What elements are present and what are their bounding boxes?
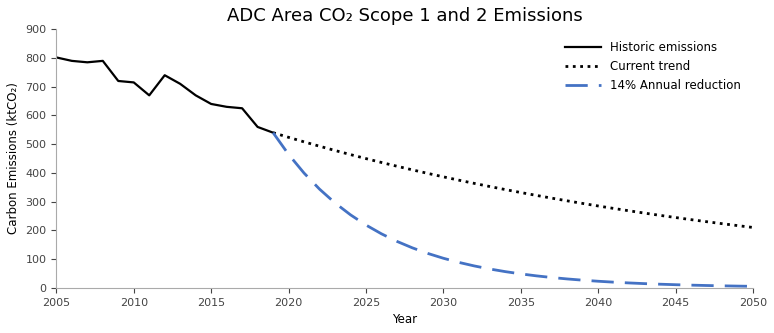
Current trend [702,220,711,224]
Historic emissions [160,73,170,77]
Historic emissions [269,131,278,135]
Historic emissions [207,102,216,106]
Current trend [501,187,510,191]
Historic emissions [52,55,61,59]
14% Annual reduction [717,284,727,288]
Historic emissions [114,79,123,83]
Current trend [269,131,278,135]
Current trend [532,193,541,197]
Current trend [470,181,479,185]
Current trend [656,213,665,217]
Current trend [423,171,433,175]
Current trend [609,206,618,210]
14% Annual reduction [625,281,634,285]
Current trend [563,199,572,203]
14% Annual reduction [346,213,355,217]
14% Annual reduction [269,131,278,135]
Current trend [439,175,448,179]
Current trend [671,215,680,219]
14% Annual reduction [300,171,309,175]
Line: Historic emissions: Historic emissions [57,57,273,133]
14% Annual reduction [377,232,386,236]
14% Annual reduction [330,201,340,205]
Current trend [346,153,355,157]
Current trend [300,140,309,144]
14% Annual reduction [547,275,557,279]
14% Annual reduction [408,246,417,250]
Current trend [687,218,696,222]
Historic emissions [222,105,231,109]
14% Annual reduction [609,280,618,284]
14% Annual reduction [470,264,479,268]
Current trend [454,178,464,182]
14% Annual reduction [656,282,665,286]
Legend: Historic emissions, Current trend, 14% Annual reduction: Historic emissions, Current trend, 14% A… [560,35,747,98]
Current trend [485,184,495,188]
14% Annual reduction [687,283,696,287]
14% Annual reduction [454,260,464,264]
Line: Current trend: Current trend [273,133,753,227]
Current trend [330,149,340,153]
14% Annual reduction [361,223,371,227]
Historic emissions [238,106,247,110]
Current trend [547,196,557,200]
Current trend [377,161,386,165]
Historic emissions [83,60,92,64]
Line: 14% Annual reduction: 14% Annual reduction [273,133,753,286]
14% Annual reduction [702,283,711,287]
Current trend [594,204,603,208]
Y-axis label: Carbon Emissions (ktCO₂): Carbon Emissions (ktCO₂) [7,83,20,234]
14% Annual reduction [315,187,324,191]
Historic emissions [253,125,262,129]
14% Annual reduction [733,284,742,288]
Current trend [748,225,758,229]
14% Annual reduction [423,251,433,255]
Current trend [733,223,742,227]
X-axis label: Year: Year [392,313,417,326]
14% Annual reduction [485,267,495,271]
Historic emissions [191,93,200,97]
14% Annual reduction [392,239,402,243]
14% Annual reduction [563,277,572,281]
Current trend [315,144,324,148]
14% Annual reduction [532,274,541,278]
Historic emissions [129,80,139,84]
Current trend [625,209,634,213]
14% Annual reduction [516,272,526,276]
Current trend [361,157,371,161]
14% Annual reduction [748,284,758,288]
14% Annual reduction [671,283,680,287]
14% Annual reduction [640,282,649,286]
14% Annual reduction [594,279,603,283]
Historic emissions [176,82,185,86]
14% Annual reduction [501,270,510,274]
Current trend [516,190,526,194]
Current trend [578,201,587,205]
Current trend [392,164,402,168]
14% Annual reduction [284,153,293,157]
Title: ADC Area CO₂ Scope 1 and 2 Emissions: ADC Area CO₂ Scope 1 and 2 Emissions [227,7,583,25]
Current trend [284,135,293,139]
Historic emissions [67,59,77,63]
Current trend [408,168,417,172]
14% Annual reduction [439,256,448,260]
14% Annual reduction [578,278,587,282]
Current trend [640,211,649,215]
Current trend [717,222,727,226]
Historic emissions [98,59,108,63]
Historic emissions [145,93,154,97]
